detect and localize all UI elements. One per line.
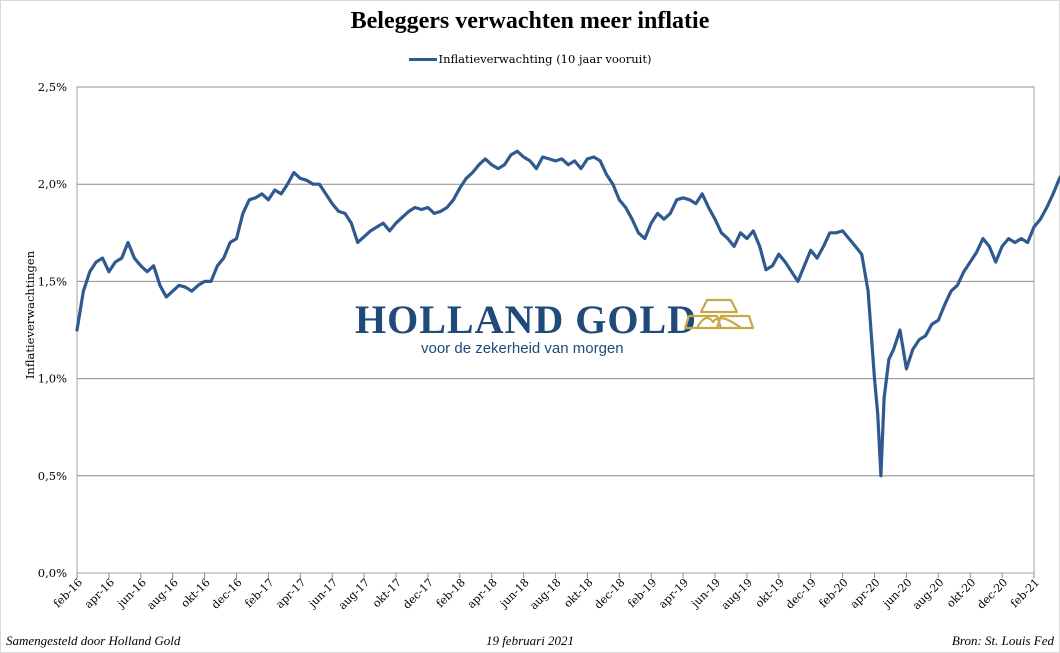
x-tick-label: feb-19 [625, 576, 659, 610]
gold-bars-icon [683, 298, 755, 330]
legend-swatch [408, 57, 437, 61]
x-tick-label: feb-20 [817, 576, 851, 610]
footer-source: Bron: St. Louis Fed [951, 633, 1054, 648]
x-tick-label: aug-17 [336, 576, 372, 612]
x-tick-label: aug-19 [719, 576, 755, 612]
series-line [75, 149, 1060, 478]
x-tick-label: apr-19 [656, 576, 691, 611]
legend-label: Inflatieverwachting (10 jaar vooruit) [438, 52, 652, 66]
x-tick-label: jun-16 [113, 576, 149, 612]
y-tick-label: 2,5% [38, 80, 67, 94]
holland-gold-logo: HOLLAND GOLD voor de zekerheid van morge… [355, 297, 755, 357]
logo-name: HOLLAND GOLD [355, 297, 698, 342]
chart-legend: Inflatieverwachting (10 jaar vooruit) [0, 52, 1060, 66]
x-tick-label: dec-16 [209, 576, 245, 612]
x-tick-label: dec-17 [400, 576, 436, 612]
x-tick-label: feb-18 [434, 576, 468, 610]
x-tick-label: apr-20 [848, 576, 883, 611]
x-tick-label: dec-19 [783, 576, 819, 612]
x-tick-label: okt-18 [561, 576, 595, 610]
x-tick-label: aug-18 [527, 576, 563, 612]
y-tick-label: 0,5% [38, 469, 67, 483]
footer-compiled-by: Samengesteld door Holland Gold [6, 633, 181, 648]
chart-title: Beleggers verwachten meer inflatie [350, 8, 710, 34]
x-tick-label: feb-16 [51, 576, 85, 610]
x-tick-label: apr-18 [465, 576, 500, 611]
x-tick-label: okt-16 [178, 576, 212, 610]
x-tick-label: aug-16 [144, 576, 180, 612]
x-tick-label: okt-19 [753, 576, 787, 610]
x-tick-label: jun-17 [305, 576, 341, 612]
x-tick-label: jun-18 [496, 576, 532, 612]
logo-tagline: voor de zekerheid van morgen [421, 340, 624, 357]
x-tick-label: jun-20 [879, 576, 915, 612]
x-tick-label: apr-16 [82, 576, 117, 611]
x-tick-label: okt-20 [944, 576, 978, 610]
y-tick-label: 1,0% [38, 372, 67, 386]
x-tick-label: okt-17 [370, 576, 404, 610]
footer-date: 19 februari 2021 [485, 633, 575, 648]
x-tick-label: feb-21 [1008, 576, 1042, 610]
y-tick-label: 0,0% [38, 566, 67, 580]
x-tick-label: apr-17 [273, 576, 308, 611]
x-tick-label: dec-20 [975, 576, 1011, 612]
x-tick-label: feb-17 [242, 576, 276, 610]
y-tick-label: 1,5% [38, 274, 67, 288]
x-tick-label: jun-19 [688, 576, 724, 612]
x-tick-label: dec-18 [592, 576, 628, 612]
x-tick-label: aug-20 [910, 576, 946, 612]
y-tick-label: 2,0% [38, 177, 67, 191]
